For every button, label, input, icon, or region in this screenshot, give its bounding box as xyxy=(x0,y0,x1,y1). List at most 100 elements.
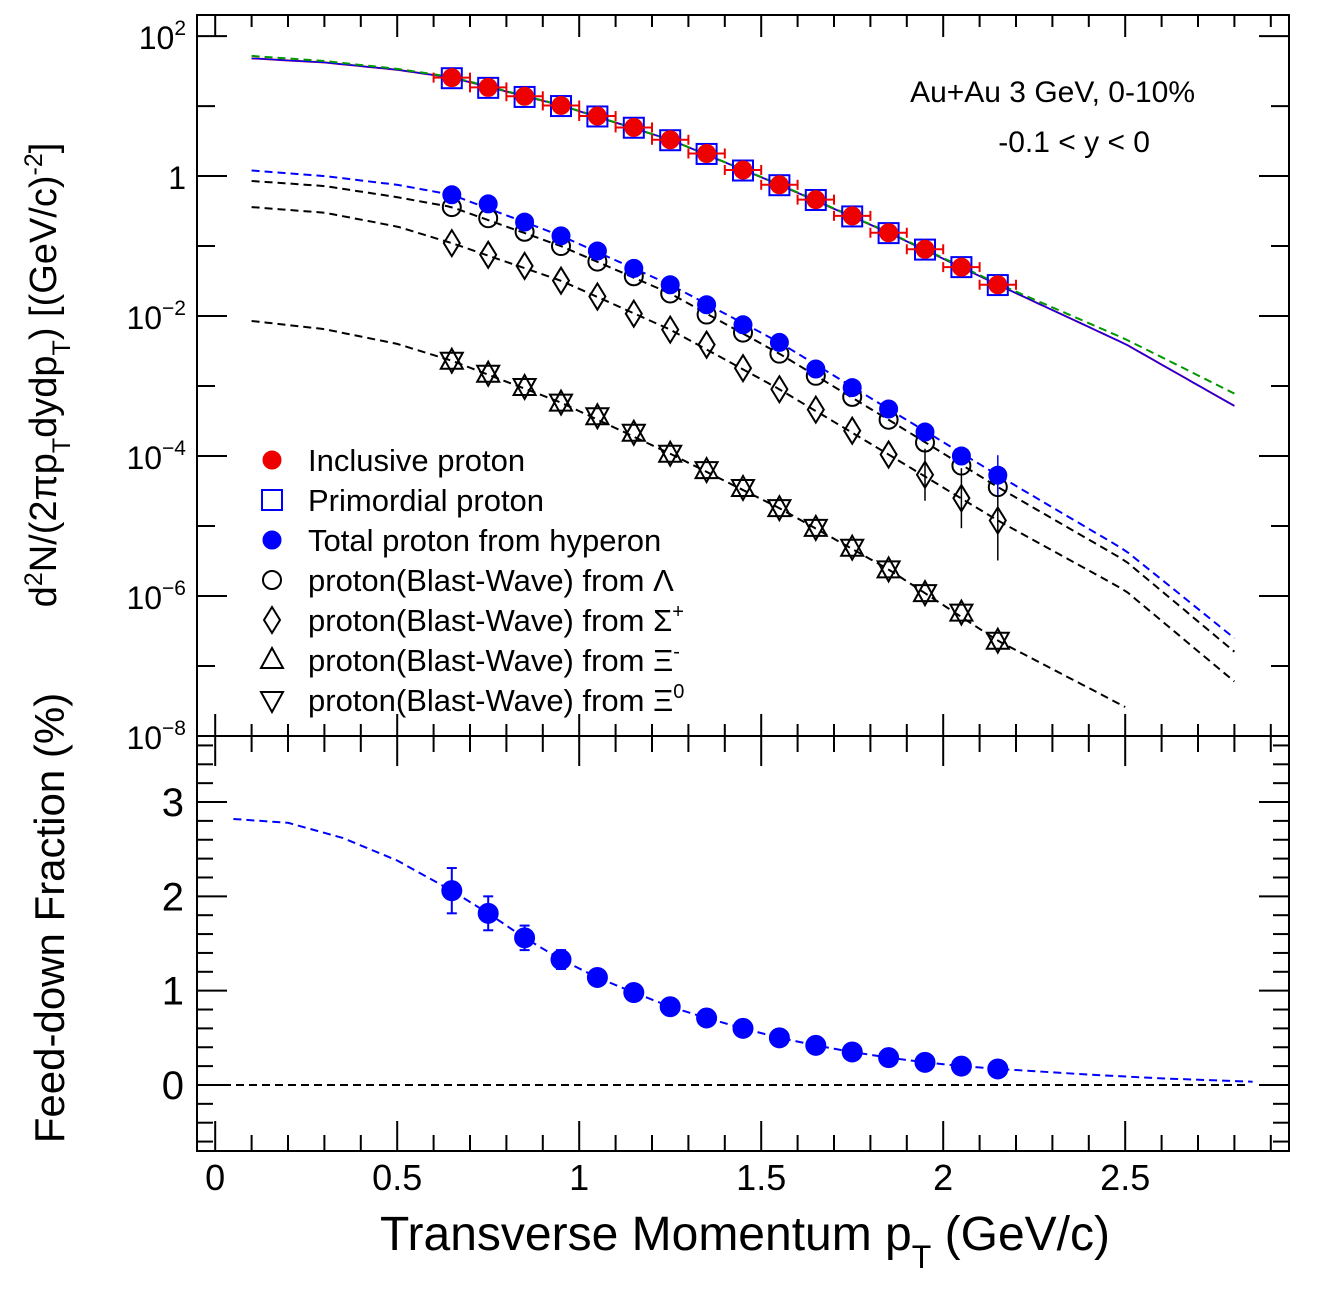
y-tick-label: 10−8 xyxy=(126,717,186,756)
fraction-point xyxy=(659,996,681,1018)
xi-fit-curve xyxy=(251,320,1126,708)
inclusive-point xyxy=(951,257,971,277)
xi-zero-point xyxy=(912,584,938,608)
fraction-point xyxy=(477,902,499,924)
fraction-point xyxy=(623,982,645,1004)
xi-minus-point xyxy=(584,402,611,426)
xi-zero-point xyxy=(548,393,574,417)
y-tick-label: 2 xyxy=(162,875,184,919)
sigma-point xyxy=(515,251,534,281)
y-tick-label: 1 xyxy=(162,970,184,1014)
y-tick-label: 1 xyxy=(168,160,186,196)
legend-marker xyxy=(262,570,282,590)
xi-zero-point xyxy=(439,351,465,375)
legend-label: proton(Blast-Wave) from Ξ0 xyxy=(308,681,684,718)
spectra-x-axis-ticks xyxy=(214,15,1272,736)
xi-zero-point xyxy=(693,461,720,485)
hyperon-total-point xyxy=(660,275,680,295)
xi-minus-point xyxy=(475,359,501,383)
fraction-frame xyxy=(196,735,1290,1152)
x-tick-label: 2 xyxy=(933,1157,953,1198)
inclusive-point xyxy=(587,106,607,126)
legend-label-text: proton(Blast-Wave) from Σ xyxy=(308,603,672,638)
xi-zero-point xyxy=(621,423,647,447)
y-tick-base: 10 xyxy=(139,20,175,56)
hyperon-total-point xyxy=(515,212,535,232)
xi-minus-point xyxy=(948,598,975,622)
xi-zero-point xyxy=(657,444,683,468)
fraction-point xyxy=(768,1027,790,1049)
xi-zero-point xyxy=(875,560,902,584)
xi-minus-point xyxy=(548,388,574,412)
inclusive-point xyxy=(733,160,753,180)
legend-label: Primordial proton xyxy=(308,483,544,518)
legend-label: Inclusive proton xyxy=(308,443,525,478)
inclusive-point xyxy=(697,144,717,164)
fraction-point xyxy=(550,949,572,971)
xi-minus-point xyxy=(839,533,865,557)
xi-minus-point xyxy=(657,439,683,463)
sigma-point xyxy=(697,329,716,360)
sigma-point xyxy=(988,505,1007,536)
xi-zero-point xyxy=(985,631,1011,655)
y-tick-exponent: −4 xyxy=(162,437,186,460)
x-tick-label: 0.5 xyxy=(372,1157,422,1198)
fraction-data-points xyxy=(441,867,1009,1080)
spectra-y-axis-label: d2N/(2πpTdydpT) [(GeV/c)-2] xyxy=(20,143,76,608)
fraction-point xyxy=(987,1058,1009,1080)
fraction-point xyxy=(586,966,608,988)
hyperon-total-point xyxy=(551,226,571,246)
xi-minus-point xyxy=(766,494,793,518)
hyperon-total-point xyxy=(988,465,1008,485)
hyperon-total-point xyxy=(879,399,899,419)
legend-label-text: proton(Blast-Wave) from Ξ xyxy=(308,683,673,718)
xi-zero-point xyxy=(766,499,793,523)
fraction-point xyxy=(514,927,536,949)
xi-zero-point xyxy=(730,478,756,503)
y-tick-exponent: −6 xyxy=(162,577,186,600)
fraction-point xyxy=(878,1047,900,1069)
fraction-point xyxy=(696,1007,718,1029)
xi-minus-point xyxy=(511,372,538,396)
spectra-legend: Inclusive proton Primordial proton Total p… xyxy=(259,443,684,718)
y-tick-label: 0 xyxy=(162,1064,184,1108)
sigma-point xyxy=(588,281,607,312)
legend-label-sup: 0 xyxy=(673,681,684,703)
hyperon-total-point xyxy=(915,422,935,442)
fraction-y-axis-label: Feed-down Fraction (%) xyxy=(26,693,73,1144)
y-tick-base: 1 xyxy=(168,160,186,196)
hyperon-total-point xyxy=(733,315,753,335)
legend-label: proton(Blast-Wave) from Ξ- xyxy=(308,641,680,678)
hyperon-total-point xyxy=(442,185,462,205)
fraction-curves xyxy=(197,818,1253,1086)
xi-zero-point xyxy=(803,518,829,542)
xi-minus-point xyxy=(803,513,829,537)
hyperon-total-point xyxy=(697,295,717,315)
sigma-point xyxy=(806,394,825,425)
y-tick-base: 10 xyxy=(126,440,162,476)
legend-label: proton(Blast-Wave) from Λ xyxy=(308,563,674,598)
sigma-point xyxy=(479,239,498,270)
legend-label-text: proton(Blast-Wave) from Ξ xyxy=(308,643,673,678)
inclusive-point xyxy=(806,190,826,210)
legend-marker xyxy=(262,450,282,470)
sigma-point xyxy=(442,228,461,259)
sigma-point xyxy=(733,353,753,384)
legend-label: proton(Blast-Wave) from Σ+ xyxy=(308,601,684,638)
xi-minus-point xyxy=(875,555,902,579)
fraction-point xyxy=(914,1051,936,1073)
fraction-point xyxy=(841,1041,863,1063)
fraction-axis-ticks: 0 1 2 3 0 0.5 1 1.5 2 2.5 xyxy=(162,736,1289,1198)
x-tick-label: 1.5 xyxy=(736,1157,786,1198)
inclusive-point xyxy=(442,68,462,88)
x-tick-label: 1 xyxy=(569,1157,589,1198)
xi-zero-point xyxy=(475,364,501,388)
spectra-data-points xyxy=(432,67,1017,655)
legend-label-text: Primordial proton xyxy=(308,483,544,518)
y-tick-base: 10 xyxy=(126,580,162,616)
fraction-point xyxy=(441,880,463,902)
fraction-point xyxy=(732,1017,754,1039)
legend-label-text: Inclusive proton xyxy=(308,443,525,478)
y-tick-label: 10−2 xyxy=(126,297,186,336)
